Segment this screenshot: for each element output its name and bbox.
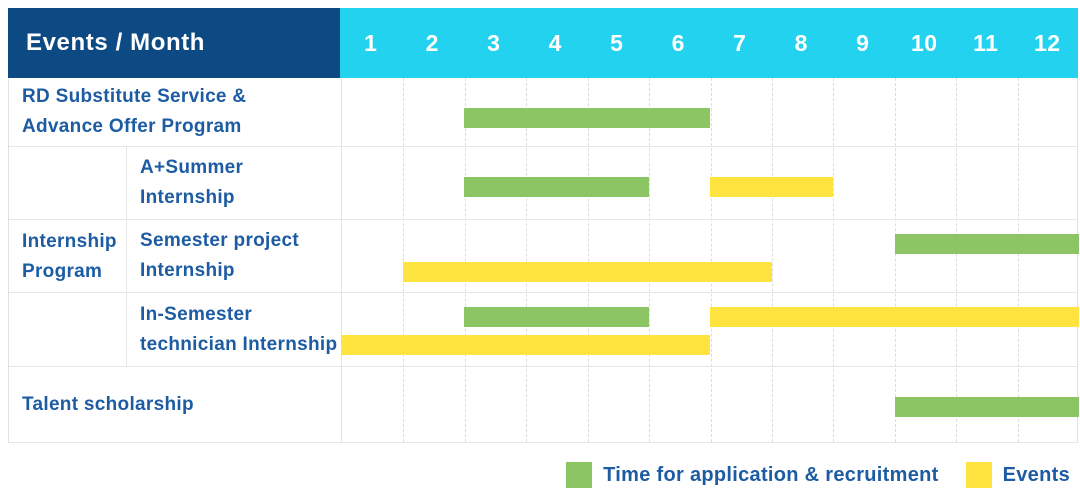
row-label: Talent scholarship (9, 367, 341, 442)
row-label-line: technician Internship (140, 333, 338, 355)
month-gridlines (341, 78, 1079, 442)
table-row: Semester project Internship (9, 220, 1079, 293)
row-label: In-Semester technician Internship (126, 293, 341, 366)
month-header-cell-9: 9 (856, 29, 870, 56)
row-label-line: Internship (140, 187, 235, 208)
application-bar-months-3-5 (464, 177, 649, 197)
row-chart-area (341, 78, 1079, 146)
legend-label: Time for application & recruitment (603, 463, 939, 486)
table-header-row: Events / Month 1 2 3 4 5 6 7 8 9 10 11 12 (8, 8, 1078, 78)
row-label-line: A+Summer (140, 157, 244, 178)
month-gridline (464, 78, 466, 442)
month-header-cell-5: 5 (610, 29, 624, 56)
month-gridline (833, 78, 835, 442)
row-chart-area (341, 147, 1079, 219)
month-header-cell-3: 3 (487, 29, 501, 56)
month-gridline (649, 78, 651, 442)
month-gridline (403, 78, 405, 442)
month-gridline (1017, 78, 1019, 442)
month-header-cell-1: 1 (364, 29, 378, 56)
table-row: A+Summer Internship (9, 147, 1077, 220)
table-row: Talent scholarship (9, 367, 1079, 443)
group-label-cell: Internship Program (9, 147, 126, 367)
month-header-cell-2: 2 (425, 29, 439, 56)
month-header-cell-6: 6 (671, 29, 685, 56)
legend-item-application: Time for application & recruitment (566, 462, 938, 488)
event-bar-months-7-12 (710, 307, 1079, 327)
event-bar-months-7-8 (710, 177, 833, 197)
legend-swatch-application (566, 462, 593, 488)
table-row: RD Substitute Service & Advance Offer Pro… (9, 78, 1077, 147)
row-chart-area (341, 367, 1079, 442)
row-label-line: In-Semester (140, 303, 253, 325)
row-label: Semester project Internship (126, 220, 341, 292)
row-label-line: Advance Offer Program (22, 116, 242, 137)
application-bar-months-10-12 (894, 397, 1079, 417)
application-bar-months-10-12 (894, 234, 1079, 254)
row-label: RD Substitute Service & Advance Offer Pro… (9, 78, 341, 146)
event-bar-months-1-6 (341, 335, 710, 355)
month-gridline (587, 78, 589, 442)
month-gridline (526, 78, 528, 442)
event-bar-months-2-7 (402, 262, 772, 282)
month-gridline (710, 78, 712, 442)
row-label-line: Semester project (140, 230, 299, 251)
application-bar-months-3-6 (464, 108, 710, 128)
month-header-cell-4: 4 (548, 29, 562, 56)
group-label-line: Program (22, 261, 103, 282)
row-label-line: Talent scholarship (22, 393, 194, 415)
legend: Time for application & recruitment Events (566, 462, 1070, 488)
schedule-table: Events / Month 1 2 3 4 5 6 7 8 9 10 11 12 RD Substi… (8, 8, 1079, 443)
corner-header-cell: Events / Month (8, 8, 340, 78)
row-chart-area (341, 293, 1079, 366)
row-label: A+Summer Internship (126, 147, 341, 219)
month-header-cell-7: 7 (733, 29, 747, 56)
month-gridline (956, 78, 958, 442)
month-header-cell-8: 8 (794, 29, 808, 56)
month-header-cell-12: 12 (1033, 29, 1061, 56)
month-gridline (894, 78, 896, 442)
legend-item-event: Events (965, 462, 1070, 488)
legend-swatch-event (965, 462, 992, 488)
row-label-line: RD Substitute Service & (22, 86, 247, 107)
legend-label: Events (1002, 463, 1070, 486)
month-header-cell-10: 10 (910, 29, 938, 56)
row-chart-area (341, 220, 1079, 292)
table-row: In-Semester technician Internship (9, 293, 1079, 367)
group-label-line: Internship (22, 231, 117, 252)
month-header-cell-11: 11 (973, 29, 999, 56)
application-bar-months-3-5 (464, 307, 649, 327)
month-header-row: 1 2 3 4 5 6 7 8 9 10 11 12 (340, 8, 1078, 78)
row-label-line: Internship (140, 260, 235, 281)
table-body: RD Substitute Service & Advance Offer Pro… (8, 78, 1079, 443)
month-gridline (771, 78, 773, 442)
